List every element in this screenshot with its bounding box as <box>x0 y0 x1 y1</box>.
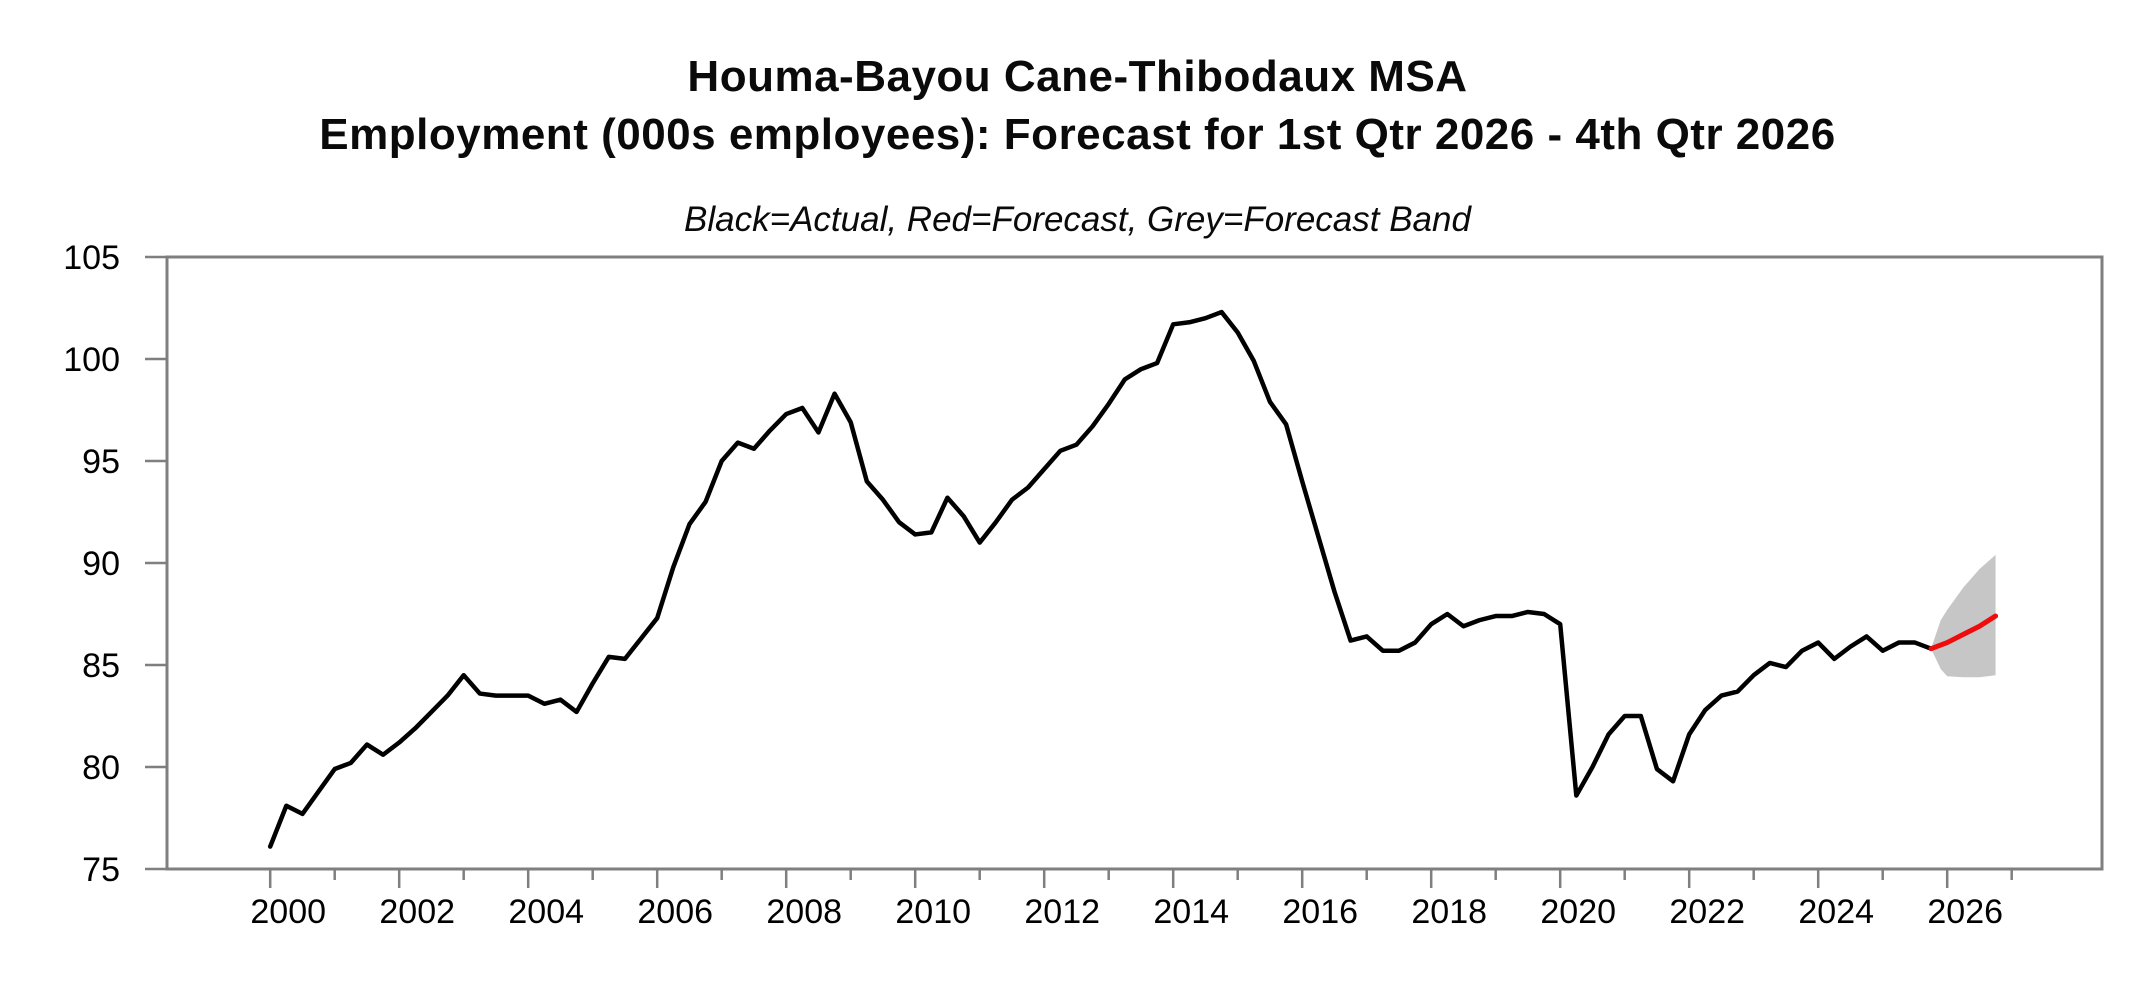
forecast-band <box>1931 554 1996 678</box>
chart-legend-note: Black=Actual, Red=Forecast, Grey=Forecas… <box>684 200 1471 239</box>
x-axis-tick-label: 2020 <box>1540 893 1616 931</box>
x-axis-tick-label: 2012 <box>1024 893 1100 931</box>
chart-title-line2: Employment (000s employees): Forecast fo… <box>319 110 1836 159</box>
x-axis-tick-label: 2004 <box>508 893 584 931</box>
x-axis-tick-label: 2000 <box>250 893 326 931</box>
x-axis-tick-label: 2022 <box>1669 893 1745 931</box>
x-axis-tick-label: 2006 <box>637 893 713 931</box>
forecast-series-line <box>1928 613 1999 652</box>
x-axis-tick-label: 2016 <box>1282 893 1358 931</box>
y-axis-tick-label: 95 <box>82 443 120 481</box>
x-axis-tick-label: 2008 <box>766 893 842 931</box>
x-axis-tick-label: 2018 <box>1411 893 1487 931</box>
chart-title: Houma-Bayou Cane-Thibodaux MSA Employmen… <box>0 48 2155 164</box>
y-axis-tick-label: 100 <box>63 341 120 379</box>
y-axis-tick-label: 90 <box>82 545 120 583</box>
plot-border <box>165 255 2104 871</box>
actual-series-line <box>267 309 1934 849</box>
x-axis-tick-label: 2014 <box>1153 893 1229 931</box>
x-axis-tick-label: 2002 <box>379 893 455 931</box>
y-axis-tick-label: 85 <box>82 647 120 685</box>
x-axis-tick-label: 2026 <box>1927 893 2003 931</box>
y-axis-tick-label: 75 <box>82 851 120 889</box>
x-axis-tick-label: 2010 <box>895 893 971 931</box>
y-axis-tick-label: 105 <box>63 239 120 277</box>
y-axis-tick-label: 80 <box>82 749 120 787</box>
chart-title-line1: Houma-Bayou Cane-Thibodaux MSA <box>687 52 1468 101</box>
x-axis-tick-label: 2024 <box>1798 893 1874 931</box>
